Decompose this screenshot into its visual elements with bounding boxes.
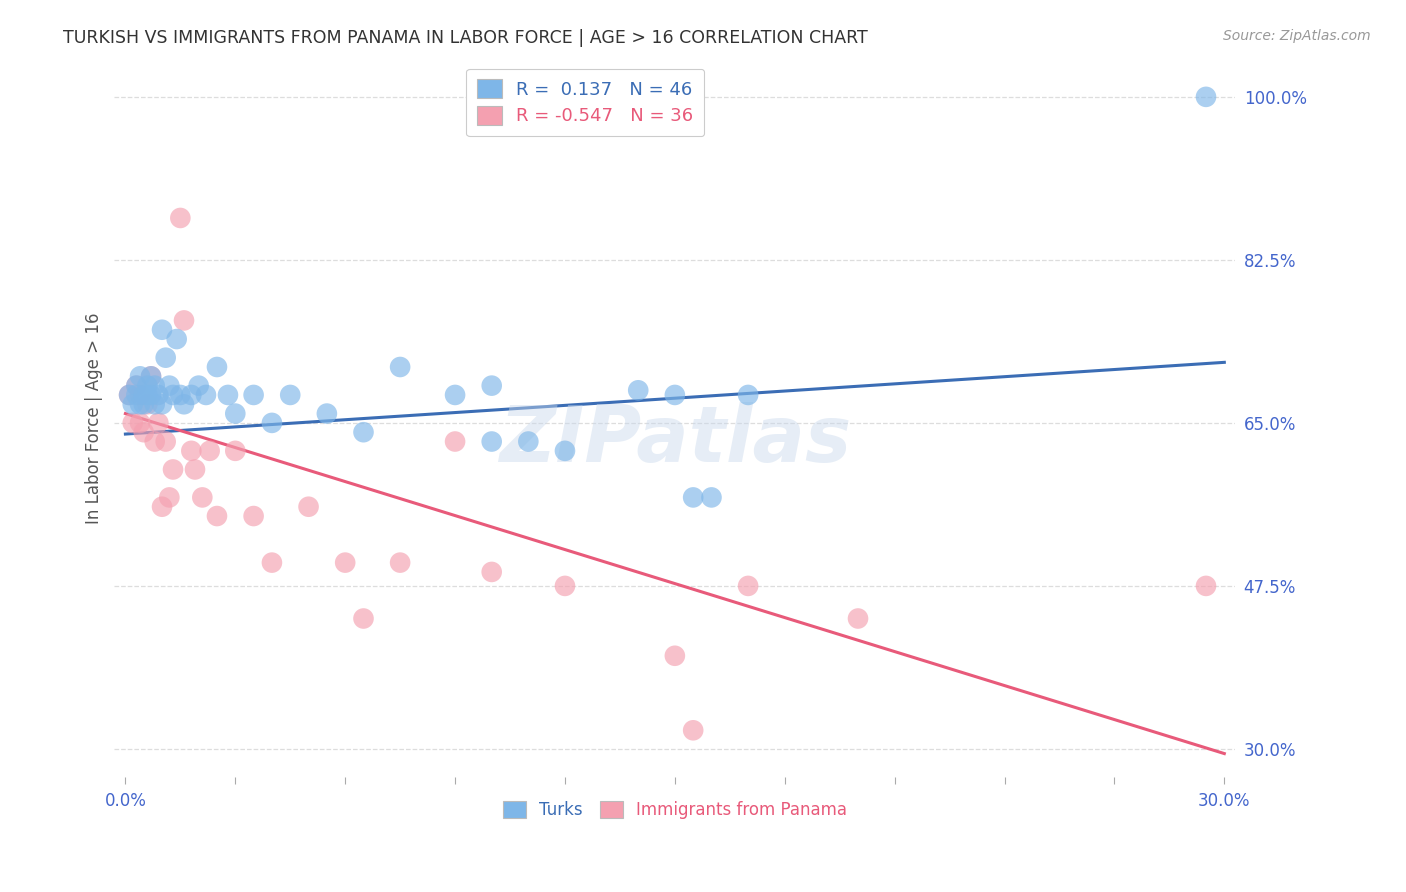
Point	[242, 388, 264, 402]
Point	[121, 397, 143, 411]
Point	[148, 388, 170, 402]
Point	[143, 434, 166, 449]
Point	[700, 491, 723, 505]
Point	[191, 491, 214, 505]
Point	[169, 211, 191, 225]
Point	[187, 378, 209, 392]
Point	[162, 462, 184, 476]
Point	[260, 416, 283, 430]
Point	[353, 425, 375, 440]
Point	[737, 388, 759, 402]
Point	[118, 388, 141, 402]
Point	[150, 323, 173, 337]
Point	[180, 443, 202, 458]
Point	[353, 611, 375, 625]
Point	[121, 416, 143, 430]
Point	[664, 648, 686, 663]
Point	[737, 579, 759, 593]
Point	[150, 397, 173, 411]
Point	[224, 443, 246, 458]
Point	[481, 565, 503, 579]
Point	[136, 397, 159, 411]
Point	[129, 369, 152, 384]
Point	[143, 397, 166, 411]
Point	[143, 378, 166, 392]
Point	[846, 611, 869, 625]
Point	[682, 723, 704, 738]
Y-axis label: In Labor Force | Age > 16: In Labor Force | Age > 16	[86, 312, 103, 524]
Text: TURKISH VS IMMIGRANTS FROM PANAMA IN LABOR FORCE | AGE > 16 CORRELATION CHART: TURKISH VS IMMIGRANTS FROM PANAMA IN LAB…	[63, 29, 868, 47]
Point	[139, 388, 162, 402]
Point	[481, 434, 503, 449]
Point	[132, 388, 155, 402]
Point	[139, 369, 162, 384]
Point	[1195, 90, 1218, 104]
Point	[444, 434, 467, 449]
Point	[129, 388, 152, 402]
Point	[173, 313, 195, 327]
Point	[136, 378, 159, 392]
Point	[155, 434, 177, 449]
Point	[682, 491, 704, 505]
Point	[554, 443, 576, 458]
Point	[517, 434, 540, 449]
Point	[278, 388, 301, 402]
Point	[173, 397, 195, 411]
Text: ZIPatlas: ZIPatlas	[499, 401, 851, 478]
Point	[157, 491, 180, 505]
Point	[184, 462, 207, 476]
Point	[166, 332, 188, 346]
Point	[205, 359, 228, 374]
Point	[205, 509, 228, 524]
Point	[198, 443, 221, 458]
Point	[136, 388, 159, 402]
Point	[297, 500, 319, 514]
Point	[335, 556, 357, 570]
Point	[125, 388, 148, 402]
Point	[444, 388, 467, 402]
Point	[169, 388, 191, 402]
Point	[125, 378, 148, 392]
Point	[315, 407, 337, 421]
Point	[195, 388, 218, 402]
Point	[148, 416, 170, 430]
Point	[224, 407, 246, 421]
Point	[217, 388, 239, 402]
Point	[132, 397, 155, 411]
Point	[132, 425, 155, 440]
Point	[260, 556, 283, 570]
Point	[481, 378, 503, 392]
Point	[389, 359, 412, 374]
Legend: Turks, Immigrants from Panama: Turks, Immigrants from Panama	[496, 795, 853, 826]
Point	[389, 556, 412, 570]
Point	[180, 388, 202, 402]
Point	[554, 579, 576, 593]
Point	[162, 388, 184, 402]
Text: Source: ZipAtlas.com: Source: ZipAtlas.com	[1223, 29, 1371, 44]
Point	[627, 384, 650, 398]
Point	[129, 416, 152, 430]
Point	[1195, 579, 1218, 593]
Point	[150, 500, 173, 514]
Point	[242, 509, 264, 524]
Point	[118, 388, 141, 402]
Point	[155, 351, 177, 365]
Point	[125, 378, 148, 392]
Point	[664, 388, 686, 402]
Point	[129, 397, 152, 411]
Point	[157, 378, 180, 392]
Point	[139, 369, 162, 384]
